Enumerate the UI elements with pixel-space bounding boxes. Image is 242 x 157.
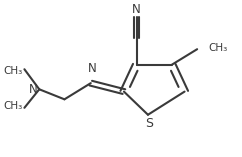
Text: CH₃: CH₃ — [3, 66, 23, 76]
Text: CH₃: CH₃ — [209, 43, 228, 53]
Text: CH₃: CH₃ — [3, 101, 23, 111]
Text: N: N — [29, 83, 38, 96]
Text: S: S — [145, 117, 153, 130]
Text: N: N — [88, 62, 96, 75]
Text: N: N — [132, 3, 141, 16]
